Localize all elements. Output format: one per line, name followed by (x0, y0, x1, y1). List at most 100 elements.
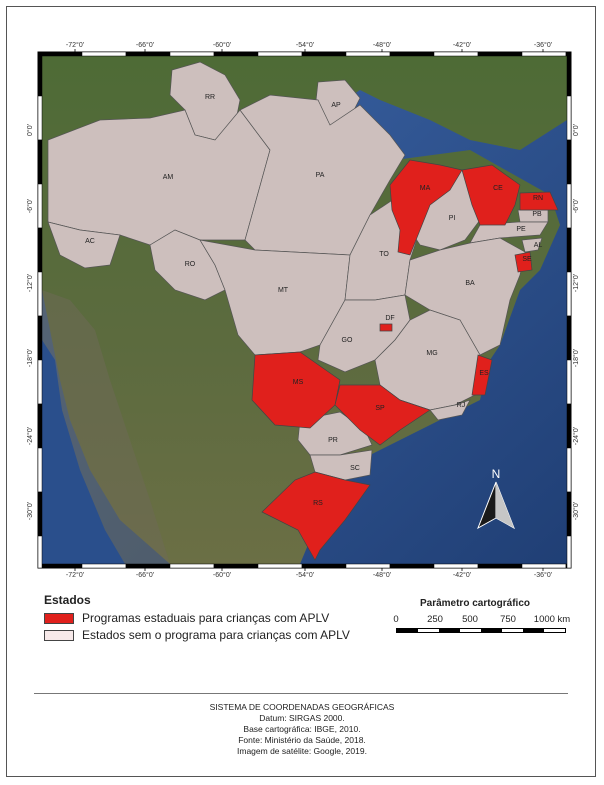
legend-swatch-no-program (44, 629, 74, 641)
state-label-pi: PI (449, 215, 456, 222)
state-ce[interactable] (461, 164, 521, 226)
state-label-ro: RO (185, 261, 196, 268)
legend-label: Estados sem o programa para crianças com… (82, 628, 350, 642)
state-label-pe: PE (516, 226, 526, 233)
lon-tick-label: -66°0' (136, 571, 154, 579)
lat-tick-label: -30°0' (26, 502, 34, 520)
lon-tick-label: -48°0' (373, 571, 391, 579)
state-label-sc: SC (350, 465, 360, 472)
scale-title: Parâmetro cartográfico (419, 598, 531, 609)
legend: Estados Programas estaduais para criança… (44, 593, 384, 645)
pacific-ocean (42, 340, 125, 564)
lon-tick-label: -72°0' (66, 41, 84, 49)
state-mg[interactable] (374, 309, 481, 411)
legend-item-no-program: Estados sem o programa para crianças com… (44, 628, 384, 642)
state-label-pr: PR (328, 437, 338, 444)
scale-labels: 0 250 500 750 1000 km (390, 614, 570, 628)
legend-label: Programas estaduais para crianças com AP… (82, 611, 330, 625)
lat-tick-label: -30°0' (572, 502, 580, 520)
legend-swatch-program (44, 612, 74, 624)
state-label-ma: MA (420, 185, 431, 192)
credit-line: SISTEMA DE COORDENADAS GEOGRÁFICAS (209, 702, 395, 712)
state-label-mt: MT (278, 287, 289, 294)
lon-tick-label: -60°0' (213, 41, 231, 49)
state-label-ba: BA (465, 280, 475, 287)
lon-tick-label: -54°0' (296, 41, 314, 49)
lat-tick-label: -24°0' (572, 427, 580, 445)
state-label-ce: CE (493, 185, 503, 192)
state-ma[interactable] (389, 159, 463, 256)
lon-tick-label: -42°0' (453, 571, 471, 579)
credit-line: Base cartográfica: IBGE, 2010. (243, 724, 361, 734)
state-label-ac: AC (85, 238, 95, 245)
state-ac[interactable] (47, 221, 121, 269)
lon-tick-label: -48°0' (373, 41, 391, 49)
lat-tick-label: 0°0' (572, 124, 580, 136)
lon-tick-label: -36°0' (534, 41, 552, 49)
north-label: N (492, 467, 501, 481)
scale-bar-segments (396, 628, 566, 633)
lat-tick-label: -12°0' (26, 274, 34, 292)
state-label-se: SE (522, 256, 532, 263)
credit-line: Imagem de satélite: Google, 2019. (237, 746, 367, 756)
state-rn[interactable] (519, 191, 559, 211)
state-label-rj: RJ (457, 402, 466, 409)
lon-tick-label: -60°0' (213, 571, 231, 579)
state-label-pb: PB (532, 211, 542, 218)
credit-line: Datum: SIRGAS 2000. (259, 713, 345, 723)
state-label-go: GO (342, 337, 353, 344)
state-label-am: AM (163, 174, 174, 181)
lat-tick-label: -18°0' (26, 349, 34, 367)
state-label-rs: RS (313, 500, 323, 507)
state-label-ms: MS (293, 379, 304, 386)
lat-tick-label: -12°0' (572, 274, 580, 292)
state-label-al: AL (534, 242, 543, 249)
state-pa[interactable] (239, 94, 406, 256)
state-label-rn: RN (533, 195, 543, 202)
state-label-pa: PA (316, 172, 325, 179)
scale-label: 0 (393, 614, 399, 625)
state-label-es: ES (479, 370, 489, 377)
legend-item-program: Programas estaduais para crianças com AP… (44, 611, 384, 625)
lon-tick-label: -72°0' (66, 571, 84, 579)
state-rs[interactable] (261, 471, 371, 561)
lon-tick-label: -54°0' (296, 571, 314, 579)
north-arrow-icon (477, 481, 515, 530)
state-label-ap: AP (331, 102, 341, 109)
state-label-df: DF (385, 315, 394, 322)
page-frame (6, 6, 596, 777)
state-es[interactable] (471, 354, 493, 396)
scale-label: 500 (462, 614, 478, 625)
state-ms[interactable] (251, 351, 341, 429)
lat-tick-label: -6°0' (572, 199, 580, 213)
lon-tick-label: -42°0' (453, 41, 471, 49)
state-rj[interactable] (429, 399, 471, 421)
legend-title: Estados (44, 593, 91, 607)
scale-label: 250 (427, 614, 443, 625)
lat-tick-label: -18°0' (572, 349, 580, 367)
lat-tick-label: 0°0' (26, 124, 34, 136)
state-am[interactable] (47, 109, 271, 246)
scale-label: 750 (500, 614, 516, 625)
state-label-mg: MG (426, 350, 437, 357)
neatline (37, 51, 572, 569)
map-credits: SISTEMA DE COORDENADAS GEOGRÁFICAS Datum… (0, 702, 604, 757)
state-label-to: TO (379, 251, 389, 258)
scale-label: 1000 km (533, 614, 571, 625)
andes-region (42, 290, 170, 564)
scale-bar: Parâmetro cartográfico 0 250 500 750 100… (390, 598, 570, 633)
state-label-rr: RR (205, 94, 215, 101)
state-df[interactable] (379, 323, 393, 332)
state-al[interactable] (521, 237, 543, 253)
lat-tick-label: -24°0' (26, 427, 34, 445)
state-label-sp: SP (375, 405, 385, 412)
separator (34, 693, 568, 694)
states-layer (47, 61, 549, 481)
state-sp[interactable] (334, 384, 431, 446)
lat-tick-label: -6°0' (26, 199, 34, 213)
lon-tick-label: -66°0' (136, 41, 154, 49)
credit-line: Fonte: Ministério da Saúde, 2018. (238, 735, 366, 745)
lon-tick-label: -36°0' (534, 571, 552, 579)
state-se[interactable] (514, 251, 533, 273)
